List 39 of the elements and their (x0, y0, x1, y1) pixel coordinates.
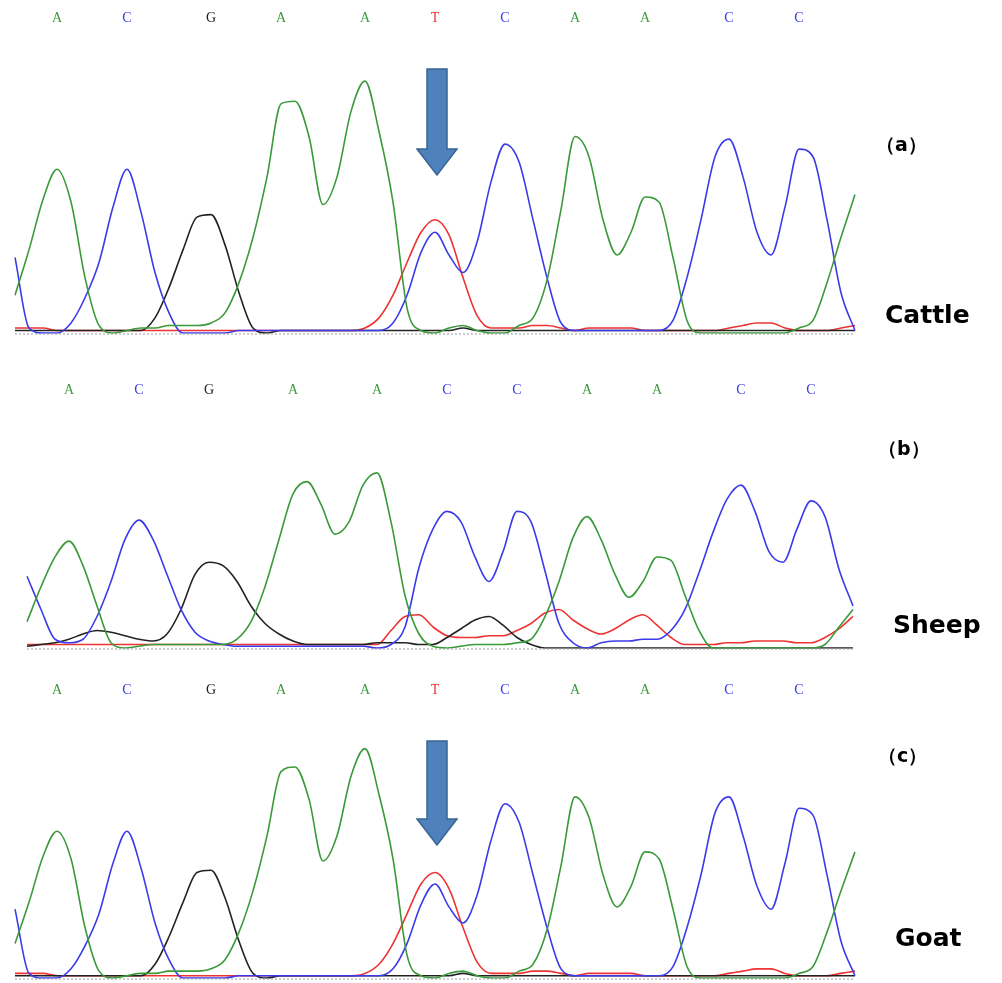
x-tick-label: C (134, 382, 144, 398)
x-tick-label: A (359, 10, 371, 26)
text: Cattle (885, 300, 970, 329)
x-tick-label: C (122, 682, 132, 698)
text: （a） (876, 132, 927, 157)
x-tick-label: A (275, 682, 287, 698)
x-tick-label: A (639, 682, 651, 698)
x-tick-label: C (806, 382, 816, 398)
x-tick-label: A (51, 10, 63, 26)
x-tick-label: C (736, 382, 746, 398)
x-tick-label: C (122, 10, 132, 26)
x-tick-label: A (359, 682, 371, 698)
x-tick-label: A (569, 682, 581, 698)
x-tick-label: A (569, 10, 581, 26)
x-tick-label: A (51, 682, 63, 698)
x-tick-label: A (63, 382, 75, 398)
x-tick-label: C (724, 682, 734, 698)
x-tick-label: C (794, 682, 804, 698)
text: Goat (895, 923, 962, 952)
x-tick-label: A (275, 10, 287, 26)
text: （b） (878, 436, 930, 461)
text: Sheep (893, 610, 981, 639)
x-tick-label: A (371, 382, 383, 398)
x-tick-label: G (205, 10, 217, 26)
x-tick-label: A (651, 382, 663, 398)
x-tick-label: A (287, 382, 299, 398)
x-tick-label: A (581, 382, 593, 398)
x-tick-label: G (205, 682, 217, 698)
x-tick-label: C (500, 10, 510, 26)
x-tick-label: C (512, 382, 522, 398)
x-tick-label: C (500, 682, 510, 698)
x-tick-label: C (794, 10, 804, 26)
x-tick-label: A (639, 10, 651, 26)
x-tick-label: T (430, 10, 440, 26)
x-tick-label: T (430, 682, 440, 698)
x-tick-label: C (442, 382, 452, 398)
text: （c） (878, 743, 928, 768)
x-tick-label: C (724, 10, 734, 26)
x-tick-label: G (203, 382, 215, 398)
